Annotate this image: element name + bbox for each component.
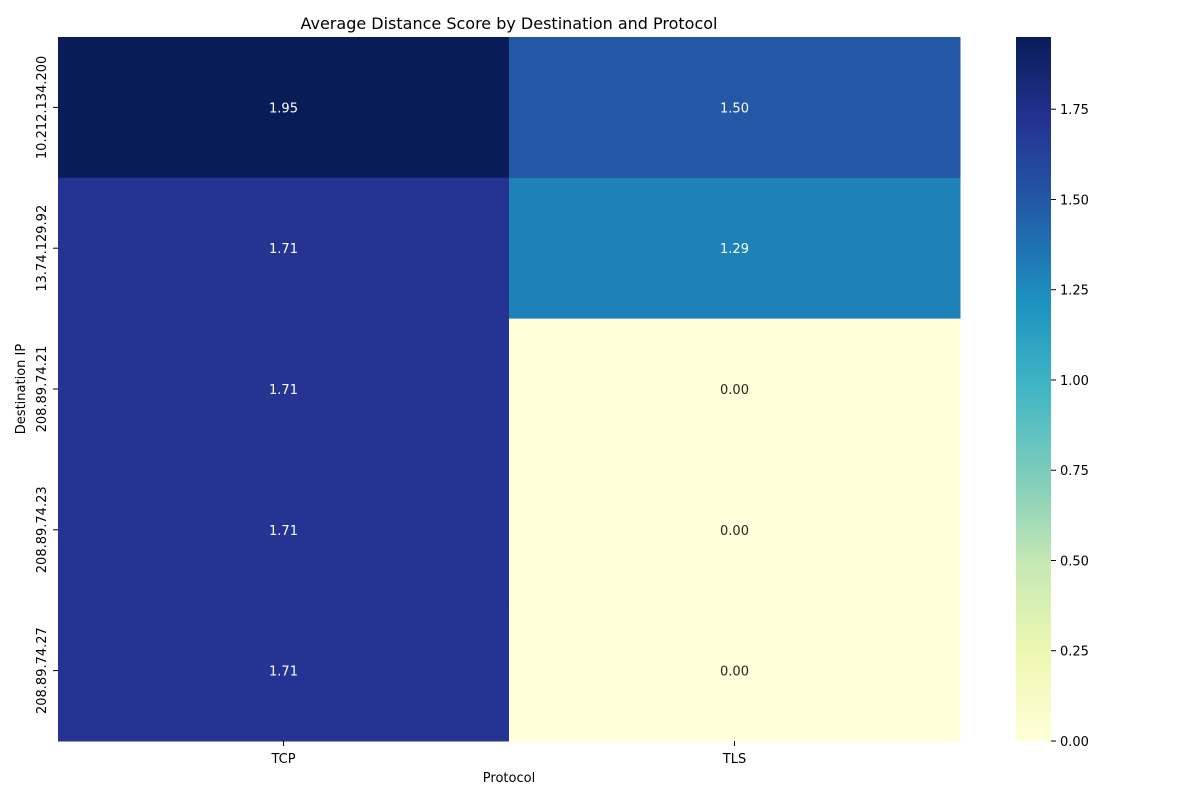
cell-value-label: 1.71 (269, 242, 298, 257)
y-tick-label: 208.89.74.27 (35, 627, 50, 714)
y-tick-label: 208.89.74.21 (35, 346, 50, 433)
cell-value-label: 1.50 (720, 101, 749, 116)
heatmap-cell (509, 37, 961, 179)
colorbar-tick-label: 0.00 (1060, 735, 1089, 750)
y-axis-label: Destination IP (14, 344, 29, 435)
heatmap-cell (509, 177, 961, 320)
cell-value-label: 1.71 (269, 383, 298, 398)
chart-title: Average Distance Score by Destination an… (300, 14, 717, 33)
cell-value-label: 0.00 (720, 665, 749, 680)
heatmap-cell (509, 318, 961, 460)
cell-value-label: 0.00 (720, 383, 749, 398)
cell-value-label: 0.00 (720, 524, 749, 539)
x-tick-label: TCP (270, 752, 295, 767)
colorbar-tick-label: 1.75 (1060, 103, 1089, 118)
colorbar-tick-label: 0.75 (1060, 464, 1089, 479)
x-axis-ticks: TCP TLS (270, 741, 746, 767)
heatmap-cell-labels: 1.95 1.50 1.71 1.29 1.71 0.00 1.71 0.00 1.71 0.00 (269, 101, 749, 679)
heatmap-cell (509, 459, 961, 601)
heatmap-cell (58, 459, 510, 601)
colorbar-ticks: 0.00 0.25 0.50 0.75 1.00 1.25 1.50 1.75 (1051, 103, 1089, 750)
colorbar-tick-label: 1.50 (1060, 193, 1089, 208)
colorbar-tick-label: 1.00 (1060, 374, 1089, 389)
colorbar-tick-label: 0.50 (1060, 554, 1089, 569)
cell-value-label: 1.71 (269, 665, 298, 680)
cell-value-label: 1.95 (269, 101, 298, 116)
cell-value-label: 1.29 (720, 242, 749, 257)
heatmap-cells (58, 37, 961, 742)
colorbar-tick-label: 0.25 (1060, 645, 1089, 660)
y-tick-label: 13.74.129.92 (35, 205, 50, 292)
y-tick-label: 208.89.74.23 (35, 486, 50, 573)
y-tick-label: 10.212.134.200 (35, 56, 50, 159)
heatmap-cell (58, 600, 510, 742)
heatmap-cell (58, 37, 510, 179)
x-tick-label: TLS (722, 752, 746, 767)
x-axis-label: Protocol (483, 771, 535, 786)
colorbar (1016, 37, 1051, 741)
heatmap-cell (58, 177, 510, 320)
colorbar-tick-label: 1.25 (1060, 284, 1089, 299)
heatmap-cell (509, 600, 961, 742)
y-axis-ticks: 10.212.134.200 13.74.129.92 208.89.74.21 20… (35, 56, 58, 714)
heatmap-cell (58, 318, 510, 460)
cell-value-label: 1.71 (269, 524, 298, 539)
